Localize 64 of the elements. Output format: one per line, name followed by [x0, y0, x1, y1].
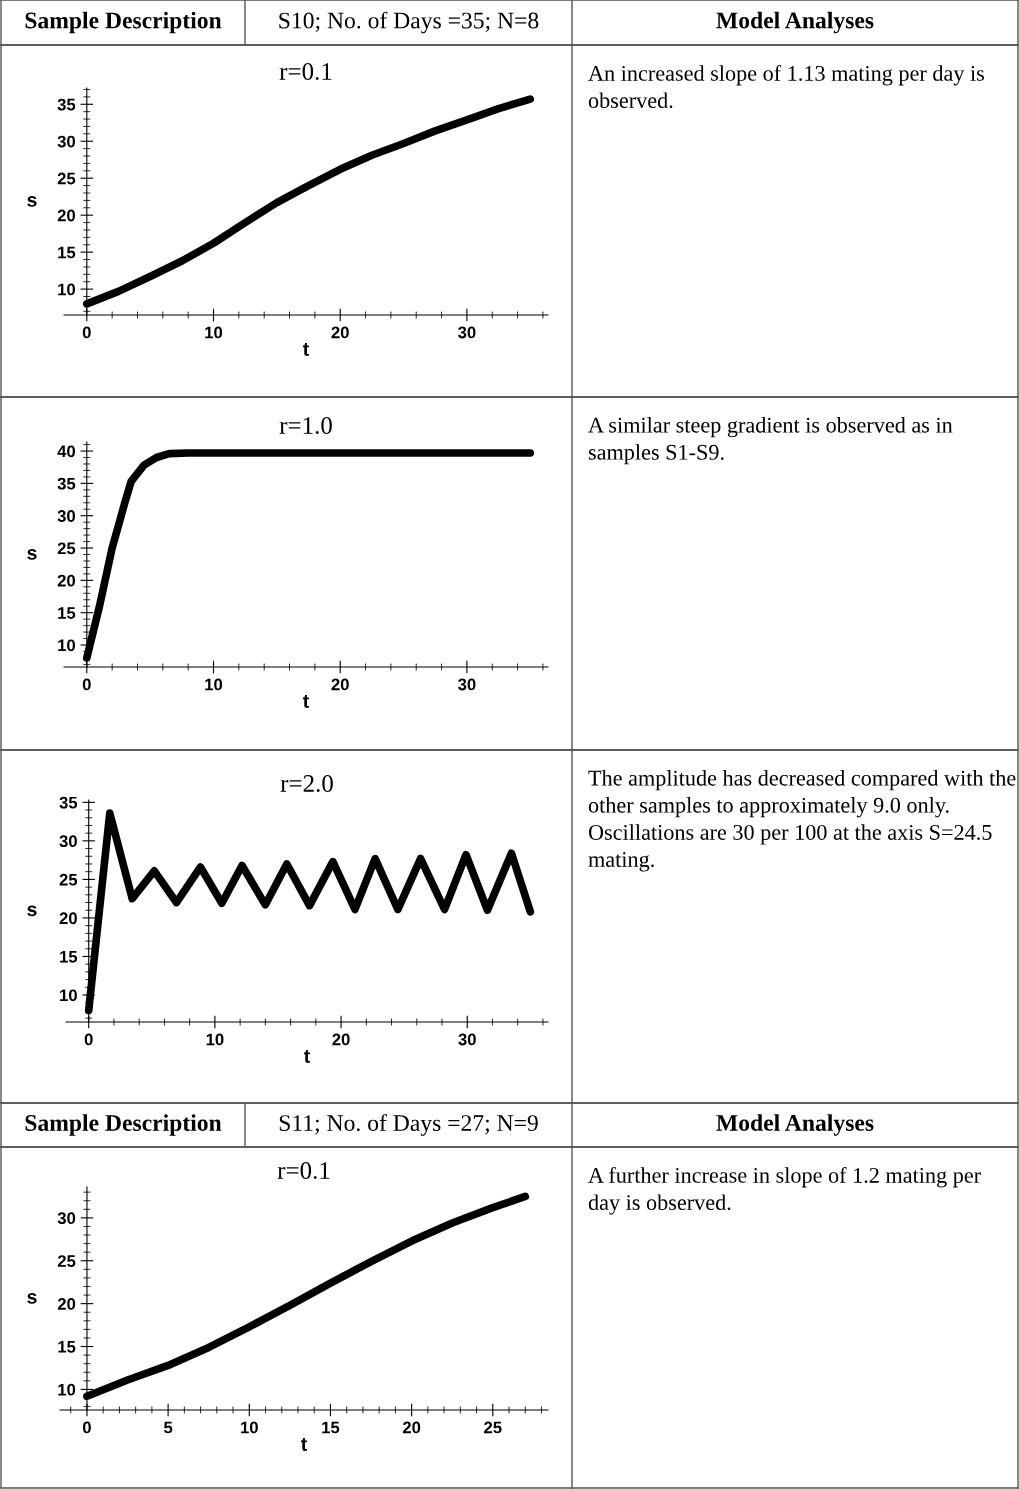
x-tick-label: 0: [82, 326, 91, 339]
y-tick-label: 10: [58, 1383, 76, 1396]
x-tick-label: 20: [331, 678, 349, 691]
y-tick-label: 30: [57, 510, 76, 522]
chart-title: r=1.0: [279, 417, 332, 435]
text: A further increase in slope of 1.2 mating per day is observed.: [588, 1167, 981, 1215]
x-tick-label: 10: [205, 326, 223, 339]
x-tick-label: 30: [458, 326, 476, 339]
x-axis-title: t: [303, 695, 309, 708]
text: S10; No. of Days =35; N=8: [279, 11, 539, 34]
x-tick-label: 20: [402, 1421, 421, 1434]
y-tick-label: 20: [57, 209, 76, 222]
y-tick-label: 15: [60, 951, 78, 963]
y-tick-label: 30: [57, 1212, 76, 1225]
y-axis-title: s: [27, 549, 37, 560]
x-tick-label: 0: [84, 1033, 93, 1046]
text: Model Analyses: [716, 11, 874, 34]
chart-title: r=0.1: [277, 1162, 330, 1180]
y-tick-label: 10: [58, 639, 76, 652]
chart-title: r=2.0: [280, 775, 333, 793]
x-tick-label: 15: [322, 1421, 340, 1434]
y-tick-label: 35: [59, 796, 78, 809]
y-axis-title: s: [27, 1293, 37, 1304]
y-tick-label: 25: [59, 873, 78, 886]
y-tick-label: 25: [57, 1255, 76, 1267]
y-tick-label: 30: [57, 135, 76, 148]
x-tick-label: 10: [205, 678, 223, 691]
x-tick-label: 0: [82, 1421, 91, 1434]
x-axis-title: t: [301, 1438, 307, 1451]
text: The amplitude has decreased compared with the other samples to approximately 9.0 only. Oscillations are 30 per 100 at the axis S=24.5 mating.: [588, 770, 1016, 872]
y-tick-label: 20: [59, 912, 77, 925]
text: Sample Description: [25, 1114, 222, 1136]
y-tick-label: 15: [58, 1341, 76, 1353]
y-tick-label: 20: [57, 1298, 76, 1310]
y-tick-label: 10: [60, 989, 77, 1002]
chart-title: r=0.1: [279, 63, 332, 81]
text: Sample Description: [25, 11, 222, 34]
text: A similar steep gradient is observed as in samples S1-S9.: [588, 417, 953, 465]
y-tick-label: 30: [59, 835, 77, 848]
x-axis-title: t: [304, 1050, 310, 1063]
text: An increased slope of 1.13 mating per day is observed.: [588, 65, 985, 109]
y-tick-label: 25: [57, 542, 76, 555]
x-tick-label: 20: [332, 1033, 350, 1046]
y-tick-label: 10: [58, 283, 76, 296]
y-tick-label: 15: [58, 607, 76, 619]
y-tick-label: 40: [57, 445, 76, 458]
x-tick-label: 20: [331, 326, 349, 339]
y-tick-label: 15: [58, 246, 76, 259]
x-tick-label: 10: [241, 1421, 258, 1434]
y-tick-label: 35: [57, 477, 76, 490]
x-tick-label: 5: [164, 1421, 173, 1434]
y-tick-label: 35: [57, 98, 76, 111]
text: S11; No. of Days =27; N=9: [279, 1114, 538, 1136]
x-tick-label: 10: [206, 1033, 224, 1046]
x-axis-title: t: [303, 343, 309, 356]
x-tick-label: 30: [458, 678, 476, 691]
y-axis-title: s: [27, 196, 37, 207]
x-tick-label: 30: [458, 1033, 476, 1046]
text: Model Analyses: [716, 1114, 874, 1136]
x-tick-label: 0: [82, 678, 91, 691]
y-tick-label: 25: [57, 172, 76, 185]
x-tick-label: 25: [484, 1421, 502, 1434]
y-axis-title: s: [27, 905, 37, 917]
y-tick-label: 20: [57, 574, 76, 587]
